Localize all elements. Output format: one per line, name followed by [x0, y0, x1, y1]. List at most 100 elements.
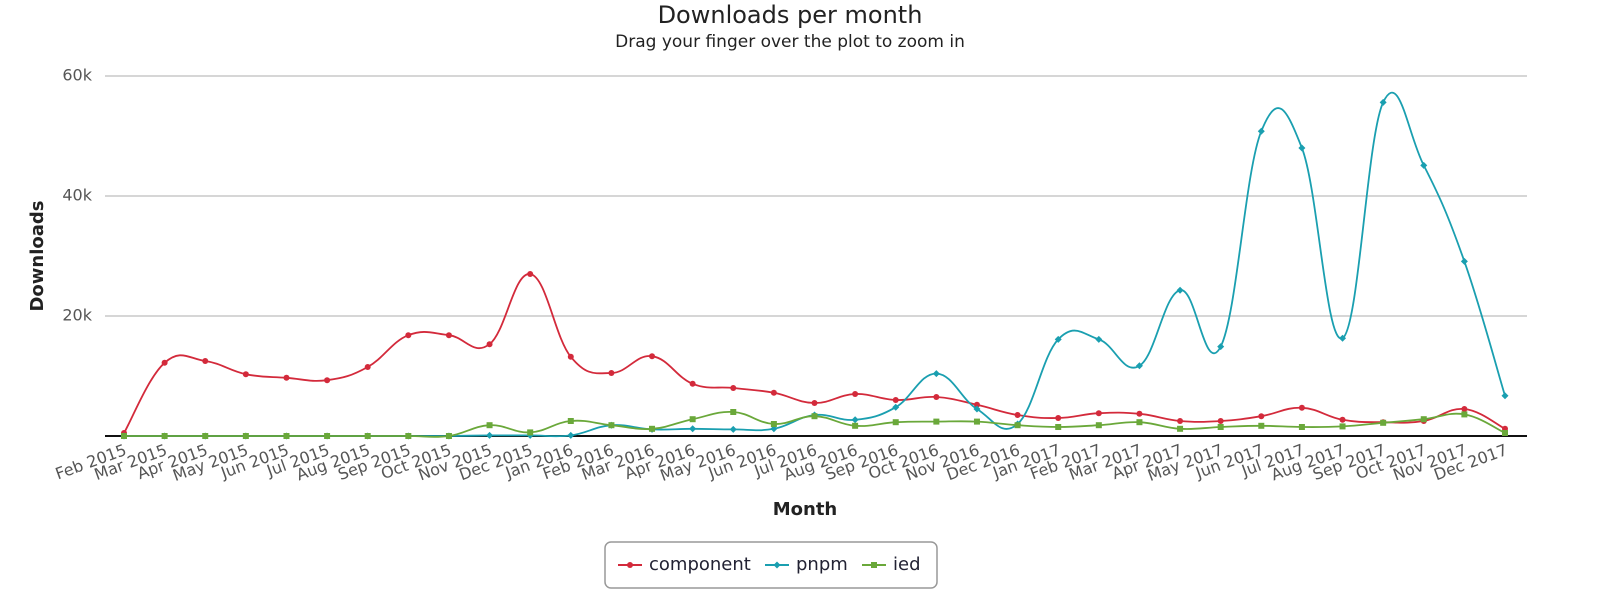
point	[851, 416, 859, 424]
point	[649, 353, 656, 360]
point	[1298, 144, 1306, 152]
y-tick-label: 60k	[62, 66, 92, 85]
point	[486, 431, 494, 439]
point	[1298, 424, 1305, 430]
point	[1217, 343, 1225, 351]
point	[1380, 419, 1387, 426]
point	[1055, 424, 1062, 430]
point	[973, 418, 980, 425]
point	[730, 409, 737, 415]
point	[852, 391, 859, 397]
point	[1095, 335, 1103, 343]
legend-label: component	[649, 554, 751, 575]
point	[567, 353, 574, 360]
point	[770, 425, 778, 433]
point	[1136, 410, 1143, 417]
point	[811, 400, 818, 406]
point	[892, 397, 899, 403]
point	[202, 433, 209, 439]
point	[1054, 335, 1062, 343]
point	[486, 422, 493, 429]
point	[1461, 411, 1468, 418]
point	[1095, 410, 1102, 417]
point	[445, 332, 452, 339]
point	[1420, 416, 1427, 423]
point	[1014, 422, 1021, 429]
y-axis-title: Downloads	[27, 200, 48, 311]
point	[1257, 127, 1265, 135]
point	[1460, 257, 1468, 265]
point	[283, 433, 290, 439]
point	[973, 405, 981, 413]
point	[405, 433, 412, 439]
point	[1055, 415, 1062, 421]
point	[933, 394, 940, 400]
point	[1339, 334, 1347, 342]
point	[161, 359, 168, 366]
point	[202, 358, 209, 364]
point	[1014, 412, 1021, 418]
point	[486, 341, 493, 348]
point	[852, 422, 859, 429]
point	[689, 416, 696, 423]
point	[730, 385, 737, 391]
point	[324, 377, 331, 384]
point	[527, 429, 534, 436]
y-tick-label: 40k	[62, 186, 92, 205]
point	[729, 425, 737, 433]
point	[324, 433, 331, 439]
series-line	[123, 273, 1506, 434]
point	[871, 562, 877, 568]
point	[892, 419, 899, 426]
point	[242, 433, 249, 439]
point	[1258, 413, 1265, 420]
point	[445, 433, 452, 439]
point	[1177, 418, 1184, 424]
point	[1095, 422, 1102, 429]
point	[973, 401, 980, 408]
point	[1176, 286, 1184, 294]
point	[770, 421, 777, 427]
point	[770, 389, 777, 396]
y-tick-label: 20k	[62, 306, 92, 325]
point	[773, 561, 781, 569]
point	[1420, 161, 1428, 169]
point	[283, 374, 290, 381]
point	[608, 422, 615, 429]
legend-label: pnpm	[796, 554, 848, 575]
point	[689, 380, 696, 387]
chart-subtitle: Drag your finger over the plot to zoom i…	[615, 32, 965, 52]
point	[1339, 416, 1346, 423]
point	[364, 364, 371, 370]
point	[161, 433, 168, 439]
point	[1135, 362, 1143, 370]
point	[1501, 392, 1509, 400]
point	[567, 418, 574, 424]
point	[1217, 418, 1224, 424]
point	[689, 425, 697, 433]
point	[649, 425, 656, 432]
series-line	[124, 91, 1506, 438]
point	[1298, 404, 1305, 411]
point	[1136, 419, 1143, 426]
point	[242, 371, 249, 378]
point	[1258, 422, 1265, 429]
point	[811, 413, 818, 420]
point	[608, 370, 615, 376]
point	[627, 562, 633, 568]
point	[1177, 425, 1184, 432]
point	[567, 431, 575, 439]
point	[527, 271, 534, 277]
point	[1461, 406, 1468, 412]
point	[1339, 423, 1346, 430]
point	[121, 433, 127, 439]
point	[364, 433, 371, 439]
chart-title: Downloads per month	[658, 1, 923, 29]
point	[1217, 424, 1224, 430]
point	[933, 418, 940, 425]
point	[405, 332, 412, 339]
point	[932, 370, 940, 378]
legend-label: ied	[893, 554, 921, 575]
